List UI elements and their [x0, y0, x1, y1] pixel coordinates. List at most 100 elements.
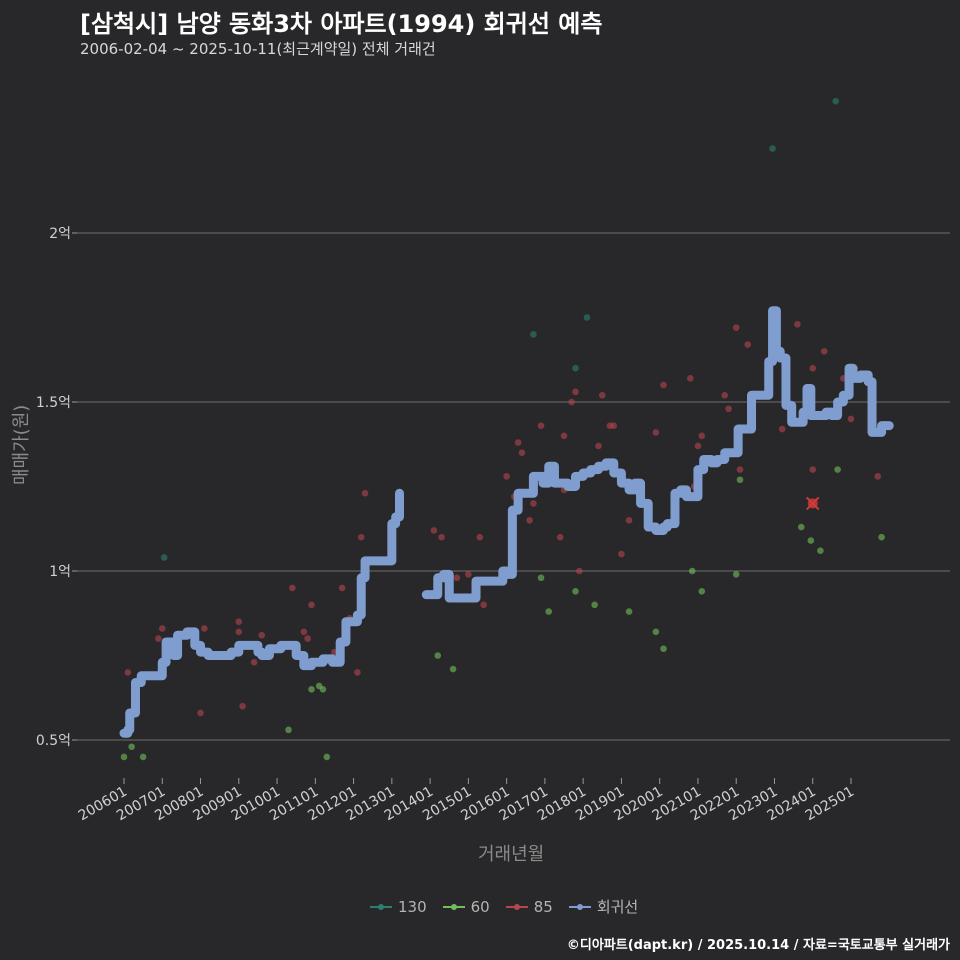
data-point-60	[652, 628, 660, 636]
regression-line-segment	[119, 488, 404, 738]
data-point-85	[598, 391, 606, 399]
legend-item-60[interactable]: 60	[442, 897, 490, 916]
data-point-85	[721, 391, 729, 399]
data-point-130	[769, 145, 776, 152]
scatter-points	[120, 97, 885, 761]
legend-label-regression: 회귀선	[596, 898, 639, 916]
y-axis-label: 매매가(원)	[11, 404, 32, 485]
legend: 130 60 85 회귀선	[370, 896, 648, 917]
data-point-85	[235, 618, 243, 625]
data-point-130	[583, 314, 591, 321]
data-point-85	[158, 625, 166, 632]
regression-line-segment	[421, 306, 894, 603]
data-point-85	[239, 702, 246, 710]
x-tick-labels: 2006012007012008012009012010012011012012…	[76, 784, 857, 825]
y-tick-label: 0.5억	[36, 733, 71, 749]
data-point-60	[139, 753, 147, 761]
data-point-60	[732, 571, 740, 578]
data-point-60	[572, 587, 579, 595]
data-point-85	[537, 422, 545, 429]
legend-key-60	[442, 902, 465, 912]
x-axis-label: 거래년월	[478, 844, 545, 865]
data-point-60	[878, 533, 885, 541]
legend-item-regression[interactable]: 회귀선	[568, 896, 639, 917]
legend-label-60: 60	[470, 897, 490, 916]
chart-title: [삼척시] 남양 동화3차 아파트(1994) 회귀선 예측	[80, 10, 603, 38]
data-point-85	[338, 584, 346, 592]
predicted-marker-x	[806, 496, 820, 511]
data-point-85	[732, 324, 740, 331]
data-point-85	[304, 635, 311, 642]
data-point-60	[449, 665, 457, 673]
data-point-60	[698, 587, 706, 595]
data-point-85	[694, 442, 702, 450]
data-point-85	[725, 405, 732, 413]
data-point-85	[698, 432, 706, 440]
data-point-85	[556, 533, 564, 541]
data-point-60	[434, 652, 442, 659]
data-point-85	[197, 709, 204, 717]
data-point-85	[530, 500, 537, 507]
data-point-85	[124, 669, 132, 676]
data-point-85	[809, 466, 817, 473]
data-point-85	[736, 466, 744, 473]
data-point-85	[480, 601, 487, 609]
data-point-85	[465, 571, 472, 578]
data-point-60	[797, 523, 805, 531]
data-point-60	[591, 601, 598, 609]
data-point-85	[155, 635, 162, 642]
data-point-60	[660, 645, 667, 653]
y-tick-label: 1.5억	[36, 395, 71, 411]
data-point-85	[201, 625, 208, 632]
data-point-60	[537, 574, 545, 582]
data-point-85	[250, 658, 258, 666]
data-point-85	[660, 381, 667, 389]
credit-text: ©디아파트(dapt.kr) / 2025.10.14 / 자료=국토교통부 실…	[566, 938, 950, 953]
data-point-85	[476, 533, 484, 541]
data-point-85	[809, 364, 817, 372]
data-point-85	[595, 442, 602, 450]
data-point-60	[736, 476, 744, 484]
data-point-85	[874, 473, 882, 480]
data-point-60	[323, 753, 331, 761]
regression-lines	[119, 306, 894, 738]
data-point-130	[832, 97, 839, 105]
data-point-85	[610, 422, 618, 429]
data-point-130	[160, 554, 168, 561]
data-point-85	[686, 375, 694, 382]
data-point-85	[438, 533, 445, 541]
data-point-60	[817, 547, 824, 555]
data-point-60	[807, 537, 815, 544]
data-point-85	[514, 439, 522, 446]
data-point-85	[361, 489, 369, 497]
data-point-85	[618, 550, 625, 558]
data-point-85	[778, 425, 786, 433]
y-tick-labels: 0.5억 1억 1.5억 2억	[36, 226, 71, 749]
data-point-85	[430, 527, 438, 534]
data-point-85	[568, 398, 575, 406]
data-point-85	[357, 533, 365, 541]
legend-label-85: 85	[533, 897, 553, 916]
legend-item-130[interactable]: 130	[370, 898, 427, 916]
data-point-85	[289, 584, 296, 592]
data-point-85	[308, 601, 315, 609]
data-point-60	[545, 608, 553, 615]
legend-item-85[interactable]: 85	[505, 897, 553, 916]
highlight-markers	[806, 496, 820, 511]
data-point-60	[285, 726, 292, 734]
data-point-85	[652, 429, 660, 436]
data-point-85	[526, 517, 533, 524]
data-point-60	[319, 686, 327, 693]
chart-subtitle: 2006-02-04 ~ 2025-10-11(최근계약일) 전체 거래건	[80, 40, 436, 58]
data-point-60	[834, 466, 841, 473]
data-point-85	[503, 473, 510, 480]
legend-key-130	[370, 902, 392, 912]
data-point-85	[453, 574, 461, 582]
data-point-85	[820, 348, 828, 355]
data-point-85	[560, 432, 568, 440]
legend-key-regression	[568, 902, 591, 912]
data-point-60	[625, 608, 633, 615]
legend-key-85	[505, 902, 528, 912]
